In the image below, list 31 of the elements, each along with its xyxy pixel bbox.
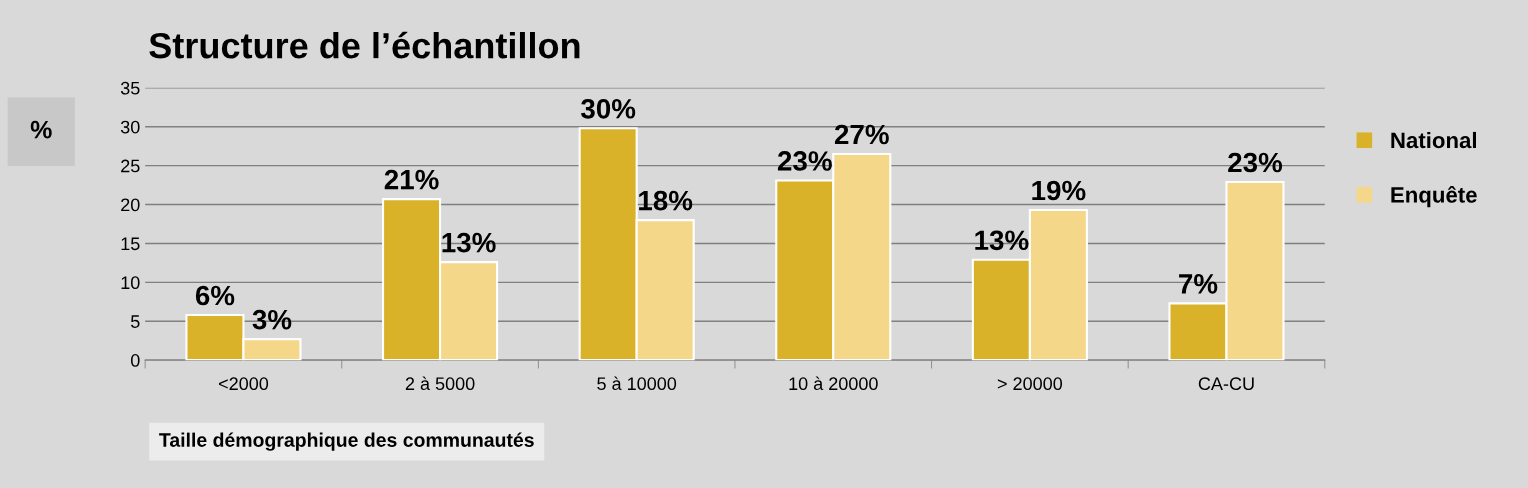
y-tick-label: 35	[120, 81, 140, 95]
data-label: 3%	[252, 309, 292, 330]
x-tick-label: 2 à 5000	[405, 376, 475, 391]
data-label: 23%	[777, 151, 832, 171]
data-label: 6%	[195, 285, 235, 306]
y-tick-label: 10	[121, 276, 140, 290]
data-label: 30%	[581, 98, 636, 119]
data-label: 27%	[834, 124, 889, 145]
y-tick-label: 20	[121, 198, 140, 212]
legend-label: National	[1391, 131, 1476, 149]
y-axis-title: %	[30, 120, 52, 139]
y-tick-label: 5	[130, 315, 140, 328]
x-tick-label: <2000	[219, 377, 269, 391]
chart-title: Structure de l’échantillon	[149, 31, 580, 59]
data-label: 21%	[384, 169, 439, 190]
data-label: 13%	[975, 230, 1029, 251]
data-label: 23%	[1228, 152, 1283, 173]
x-axis-title: Taille démographique des communautés	[159, 432, 534, 451]
data-label: 18%	[639, 190, 693, 211]
legend-label: Enquête	[1391, 185, 1477, 208]
y-tick-label: 30	[120, 120, 140, 134]
y-tick-label: 0	[130, 354, 140, 367]
x-tick-label: 5 à 10000	[597, 376, 677, 391]
y-tick-label: 15	[121, 237, 140, 251]
data-label: 13%	[442, 232, 496, 253]
data-label: 19%	[1032, 180, 1086, 201]
x-tick-label: 10 à 20000	[789, 376, 878, 391]
x-tick-label: > 20000	[997, 377, 1063, 391]
x-tick-label: CA-CU	[1198, 377, 1254, 391]
y-tick-label: 25	[121, 159, 140, 173]
data-label: 7%	[1179, 274, 1218, 294]
